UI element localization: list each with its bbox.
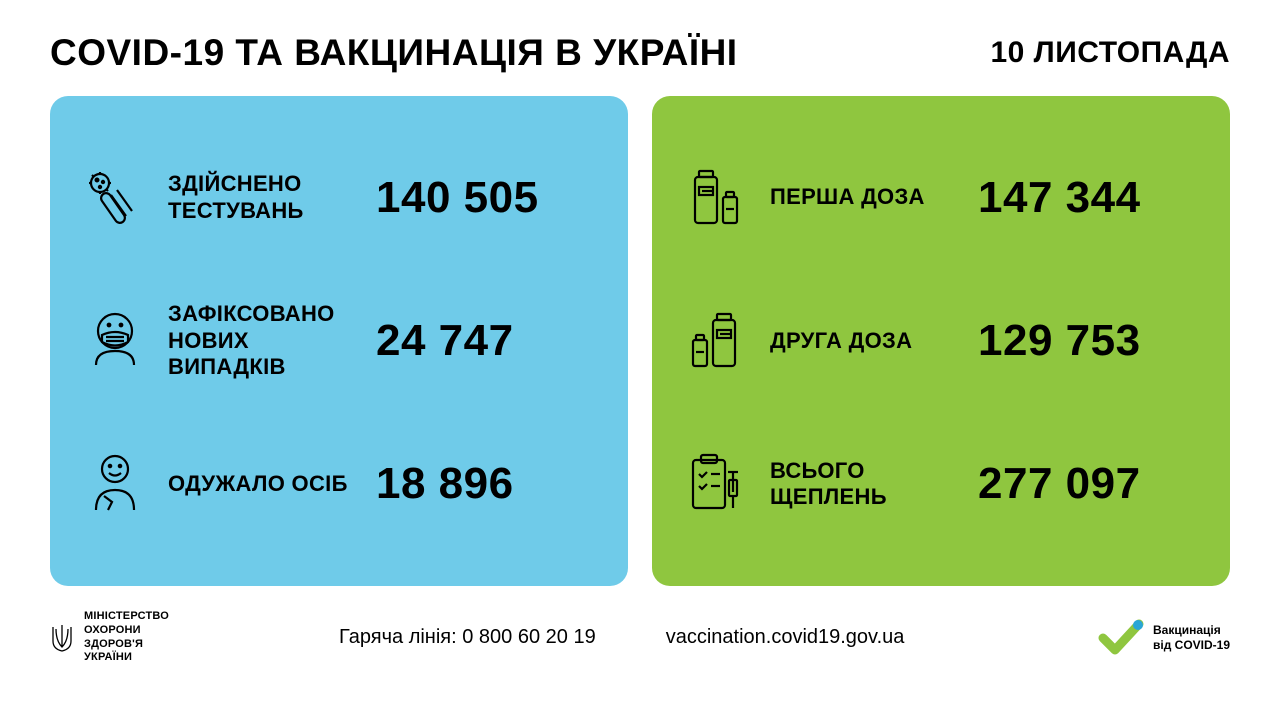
panels-container: ЗДІЙСНЕНО ТЕСТУВАНЬ 140 505 ЗАФІКСОВАНО …	[0, 96, 1280, 586]
footer: МІНІСТЕРСТВО ОХОРОНИ ЗДОРОВ'Я УКРАЇНИ Га…	[0, 586, 1280, 665]
vial-large-small-icon	[682, 167, 752, 229]
site-url: vaccination.covid19.gov.ua	[666, 626, 905, 649]
stat-value: 18 896	[376, 459, 598, 509]
vacc-panel: ПЕРША ДОЗА 147 344 ДРУГА ДОЗА 129 753	[652, 96, 1230, 586]
stat-value: 277 097	[978, 459, 1200, 509]
stat-label: ОДУЖАЛО ОСІБ	[168, 471, 358, 497]
stat-row-dose2: ДРУГА ДОЗА 129 753	[682, 269, 1200, 412]
stat-label: ЗДІЙСНЕНО ТЕСТУВАНЬ	[168, 171, 358, 224]
vacc-campaign-logo: Вакцинація від COVID-19	[1097, 616, 1230, 660]
hotline-number: 0 800 60 20 19	[462, 626, 595, 648]
stat-label: ПЕРША ДОЗА	[770, 184, 960, 210]
stat-value: 24 747	[376, 316, 598, 366]
ministry-text: МІНІСТЕРСТВО ОХОРОНИ ЗДОРОВ'Я УКРАЇНИ	[84, 610, 169, 665]
test-tube-icon	[80, 169, 150, 227]
date: 10 ЛИСТОПАДА	[990, 36, 1230, 70]
hotline: Гаряча лінія: 0 800 60 20 19	[339, 626, 596, 649]
page-title: COVID-19 ТА ВАКЦИНАЦІЯ В УКРАЇНІ	[50, 32, 738, 74]
ministry-logo: МІНІСТЕРСТВО ОХОРОНИ ЗДОРОВ'Я УКРАЇНИ	[50, 610, 169, 665]
stat-label: ВСЬОГО ЩЕПЛЕНЬ	[770, 458, 960, 511]
vacc-brand-text: Вакцинація від COVID-19	[1153, 623, 1230, 652]
stat-label: ДРУГА ДОЗА	[770, 328, 960, 354]
stat-value: 129 753	[978, 316, 1200, 366]
covid-panel: ЗДІЙСНЕНО ТЕСТУВАНЬ 140 505 ЗАФІКСОВАНО …	[50, 96, 628, 586]
stat-row-dose1: ПЕРША ДОЗА 147 344	[682, 126, 1200, 269]
hotline-label: Гаряча лінія:	[339, 626, 462, 648]
recovered-person-icon	[80, 452, 150, 516]
stat-row-tests: ЗДІЙСНЕНО ТЕСТУВАНЬ 140 505	[80, 126, 598, 269]
stat-row-recovered: ОДУЖАЛО ОСІБ 18 896	[80, 413, 598, 556]
clipboard-syringe-icon	[682, 452, 752, 516]
vacc-checkmark-icon	[1097, 616, 1145, 660]
stat-value: 140 505	[376, 173, 598, 223]
stat-value: 147 344	[978, 173, 1200, 223]
trident-icon	[50, 623, 74, 653]
vial-small-large-icon	[682, 310, 752, 372]
header: COVID-19 ТА ВАКЦИНАЦІЯ В УКРАЇНІ 10 ЛИСТ…	[0, 0, 1280, 96]
stat-label: ЗАФІКСОВАНО НОВИХ ВИПАДКІВ	[168, 301, 358, 380]
stat-row-cases: ЗАФІКСОВАНО НОВИХ ВИПАДКІВ 24 747	[80, 269, 598, 412]
mask-person-icon	[80, 309, 150, 373]
stat-row-total: ВСЬОГО ЩЕПЛЕНЬ 277 097	[682, 413, 1200, 556]
